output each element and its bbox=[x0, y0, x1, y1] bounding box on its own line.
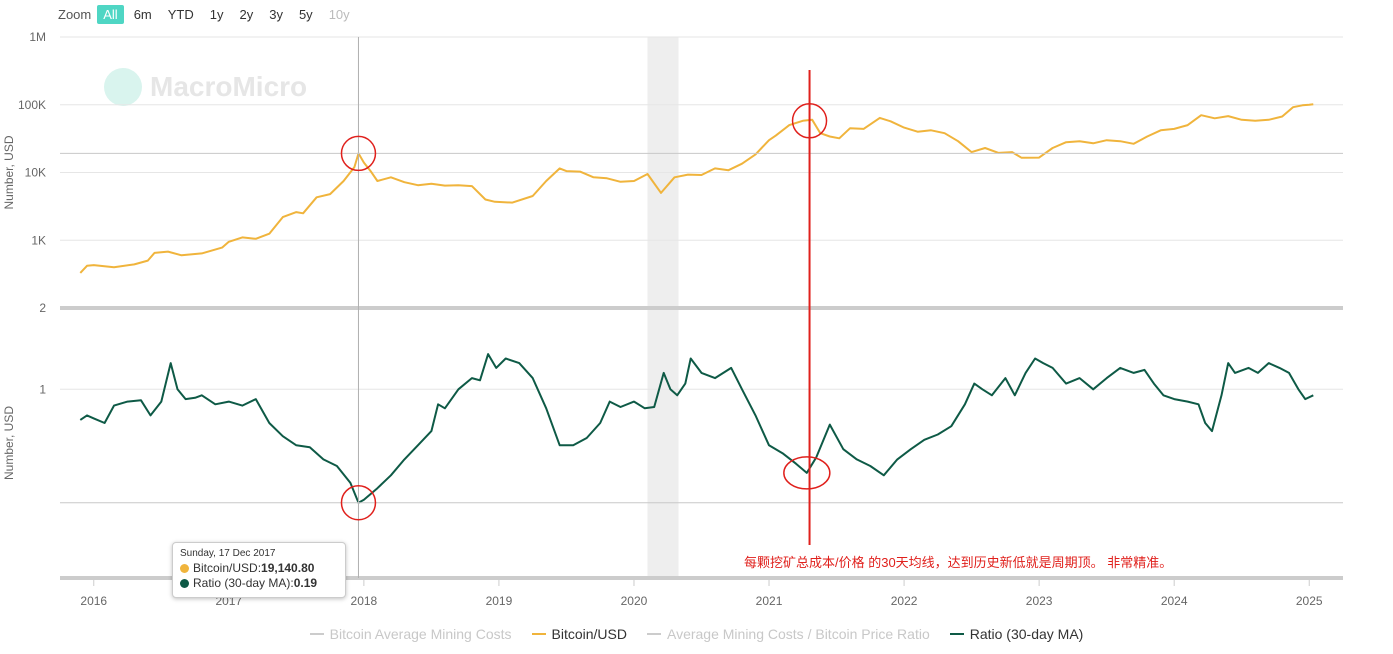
annotation-text: 每颗挖矿总成本/价格 的30天均线，达到历史新低就是周期顶。 非常精准。 bbox=[744, 555, 1172, 570]
legend-swatch bbox=[309, 633, 324, 635]
y-tick-label: 100K bbox=[18, 98, 46, 112]
x-tick-label: 2016 bbox=[80, 594, 107, 608]
watermark-text: MacroMicro bbox=[150, 71, 308, 102]
tooltip-row-ratio: Ratio (30-day MA): 0.19 bbox=[180, 576, 338, 591]
tooltip: Sunday, 17 Dec 2017 Bitcoin/USD: 19,140.… bbox=[172, 542, 346, 598]
series-line-ratio-30d-ma bbox=[79, 353, 1314, 504]
y-axis-label: Number, USD bbox=[2, 135, 16, 209]
tooltip-btc-value: 19,140.80 bbox=[261, 561, 315, 575]
legend-label: Bitcoin/USD bbox=[551, 626, 627, 642]
x-tick-label: 2025 bbox=[1296, 594, 1323, 608]
x-tick-label: 2024 bbox=[1161, 594, 1188, 608]
y-tick-label: 2 bbox=[39, 301, 46, 315]
legend-label: Bitcoin Average Mining Costs bbox=[329, 626, 512, 642]
zoom-button-2y[interactable]: 2y bbox=[239, 6, 254, 22]
annotation-circle bbox=[340, 135, 377, 172]
y-axis-label: Number, USD bbox=[2, 406, 16, 480]
chart: 1M 100K 10K 1K Number, USD 2 1 Number, USD 2016 2… bbox=[2, 30, 1343, 608]
legend-item-2[interactable]: Average Mining Costs / Bitcoin Price Rat… bbox=[646, 626, 930, 642]
x-tick-label: 2023 bbox=[1026, 594, 1053, 608]
legend-item-1[interactable]: Bitcoin/USD bbox=[531, 626, 627, 642]
y-tick-label: 1 bbox=[39, 382, 46, 396]
tooltip-ratio-label: Ratio (30-day MA): bbox=[193, 576, 294, 590]
legend: Bitcoin Average Mining Costs Bitcoin/USD A… bbox=[0, 626, 1393, 642]
zoom-bar: Zoom All 6m YTD 1y 2y 3y 5y 10y bbox=[58, 4, 360, 24]
y-tick-label: 1M bbox=[29, 30, 46, 44]
zoom-button-1y[interactable]: 1y bbox=[209, 6, 224, 22]
legend-label: Ratio (30-day MA) bbox=[969, 626, 1084, 642]
legend-item-3[interactable]: Ratio (30-day MA) bbox=[949, 626, 1084, 642]
y-tick-label: 10K bbox=[25, 166, 46, 180]
x-tick-label: 2022 bbox=[891, 594, 918, 608]
legend-label: Average Mining Costs / Bitcoin Price Rat… bbox=[666, 626, 930, 642]
tooltip-btc-dot-icon bbox=[180, 564, 189, 573]
tooltip-date: Sunday, 17 Dec 2017 bbox=[180, 548, 276, 559]
zoom-label: Zoom bbox=[58, 6, 92, 22]
zoom-buttons: All 6m YTD 1y 2y 3y 5y 10y bbox=[97, 4, 359, 24]
annotation-circle bbox=[340, 484, 377, 521]
legend-swatch bbox=[646, 633, 661, 635]
zoom-button-6m[interactable]: 6m bbox=[133, 6, 152, 22]
legend-swatch bbox=[531, 633, 546, 635]
x-tick-label: 2020 bbox=[621, 594, 648, 608]
y-tick-label: 1K bbox=[31, 233, 46, 247]
macromicro-logo-icon bbox=[104, 68, 142, 106]
zoom-button-10y: 10y bbox=[328, 6, 350, 22]
watermark: MacroMicro bbox=[104, 68, 307, 106]
zoom-button-3y[interactable]: 3y bbox=[269, 6, 283, 22]
zoom-button-ytd[interactable]: YTD bbox=[167, 6, 194, 22]
annotation-circle bbox=[783, 456, 831, 490]
tooltip-ratio-dot-icon bbox=[180, 579, 189, 588]
tooltip-btc-label: Bitcoin/USD: bbox=[193, 561, 262, 575]
legend-swatch bbox=[949, 633, 964, 635]
x-tick-label: 2019 bbox=[486, 594, 513, 608]
tooltip-ratio-value: 0.19 bbox=[293, 576, 318, 590]
zoom-button-all[interactable]: All bbox=[97, 4, 124, 24]
zoom-button-5y[interactable]: 5y bbox=[298, 6, 313, 22]
series-line-bitcoin-usd bbox=[79, 103, 1314, 274]
x-tick-label: 2018 bbox=[351, 594, 378, 608]
annotation-circle bbox=[791, 103, 828, 139]
legend-item-0[interactable]: Bitcoin Average Mining Costs bbox=[309, 626, 512, 642]
tooltip-row-btc: Bitcoin/USD: 19,140.80 bbox=[180, 561, 338, 576]
x-tick-label: 2021 bbox=[756, 594, 783, 608]
